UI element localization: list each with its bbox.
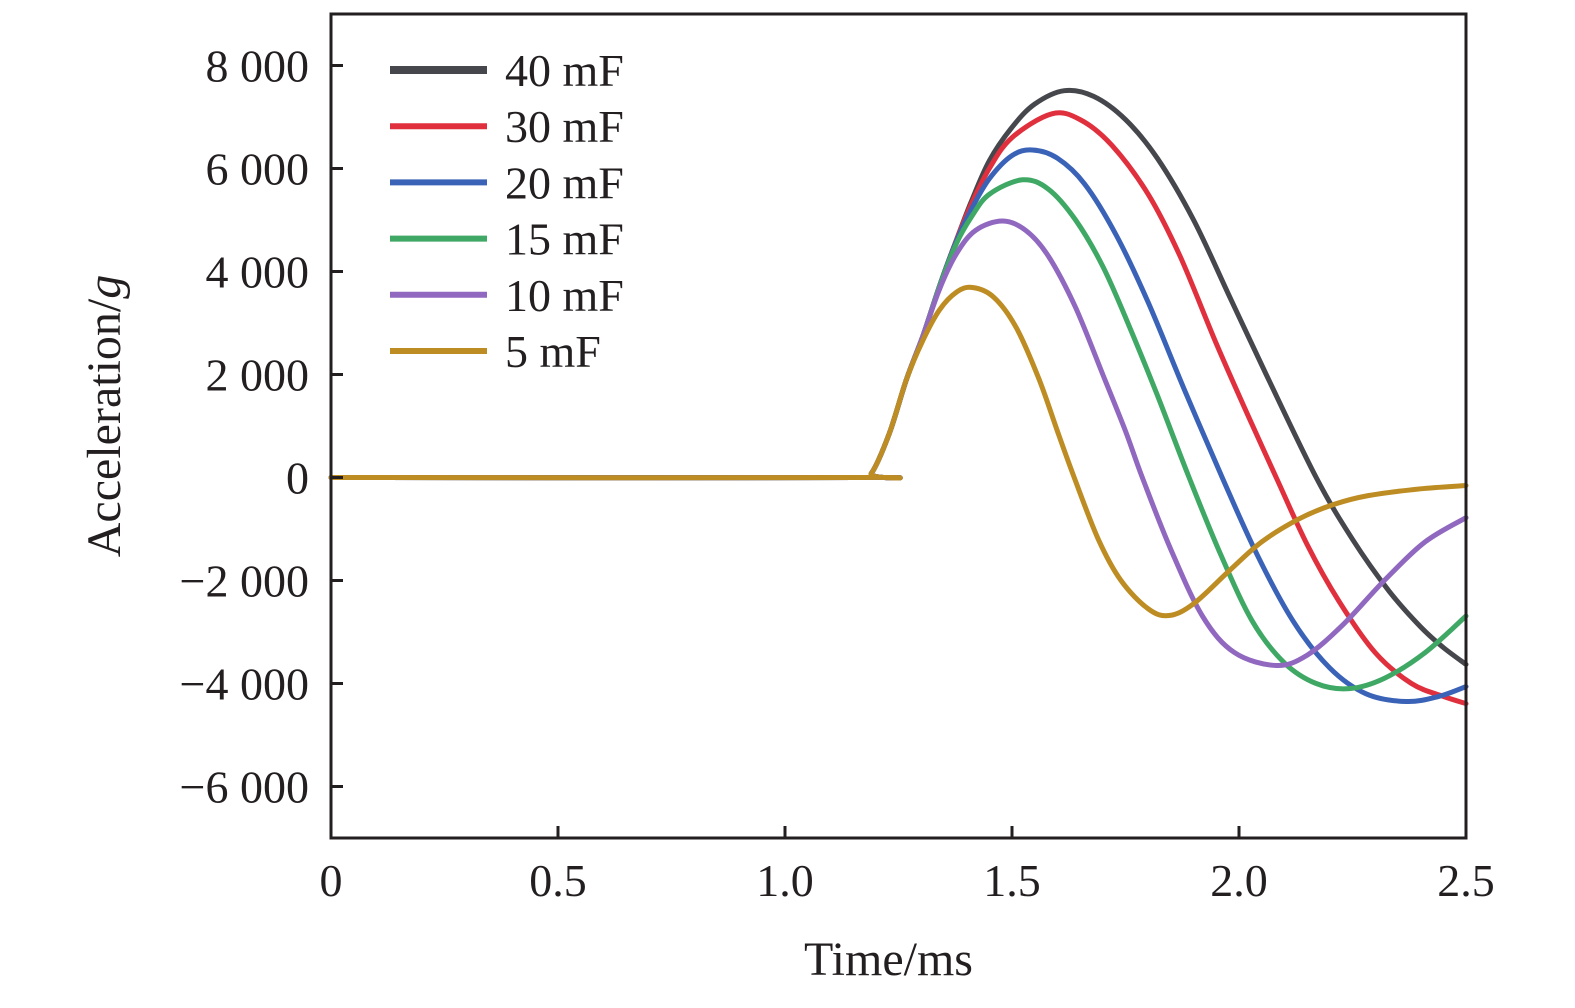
- x-tick-label: 0: [320, 855, 343, 906]
- y-tick-label: −4 000: [180, 659, 309, 710]
- series-line-20-mf: [328, 147, 1469, 705]
- x-tick-label: 2.5: [1437, 855, 1495, 906]
- y-axis-ticks: 8 000 6 000 4 000 2 000 0 −2 000 −4 000 −6 000: [180, 41, 343, 813]
- y-tick-label: −2 000: [180, 556, 309, 607]
- y-tick-label: 2 000: [206, 350, 310, 401]
- y-tick-label: 8 000: [206, 41, 310, 92]
- plot-frame: [329, 12, 1468, 840]
- legend-label: 20 mF: [505, 157, 624, 208]
- x-axis-ticks: 0 0.5 1.0 1.5 2.0 2.5: [320, 826, 1495, 906]
- y-tick-label: −6 000: [180, 762, 309, 813]
- legend-label: 15 mF: [505, 214, 624, 265]
- legend-label: 30 mF: [505, 101, 624, 152]
- y-axis-title: Acceleration/g: [78, 275, 131, 558]
- series-layer: [328, 87, 1469, 707]
- x-tick-label: 2.0: [1210, 855, 1268, 906]
- x-tick-label: 1.0: [756, 855, 814, 906]
- x-axis-title: Time/ms: [804, 933, 973, 986]
- series-line-40-mf: [328, 87, 1469, 667]
- y-tick-label: 6 000: [206, 144, 310, 195]
- legend-label: 40 mF: [505, 45, 624, 96]
- legend-label: 10 mF: [505, 270, 624, 321]
- y-tick-label: 4 000: [206, 247, 310, 298]
- x-tick-label: 1.5: [983, 855, 1041, 906]
- series-line-10-mf: [328, 218, 1469, 669]
- y-tick-label: 0: [286, 453, 309, 504]
- y-axis-title-unit: g: [78, 275, 131, 299]
- x-tick-label: 0.5: [529, 855, 587, 906]
- legend-label: 5 mF: [505, 326, 601, 377]
- series-line-5-mf: [328, 284, 1469, 619]
- y-axis-title-main: Acceleration/: [78, 298, 131, 557]
